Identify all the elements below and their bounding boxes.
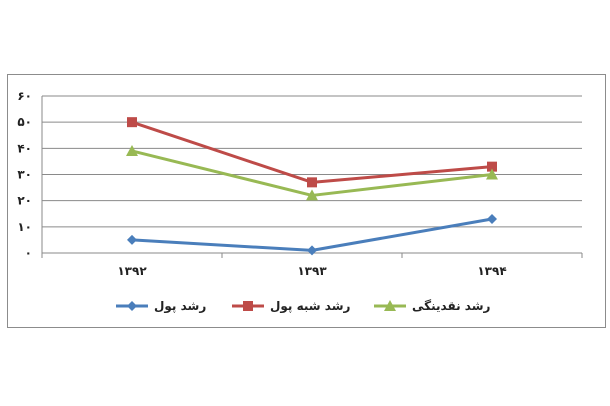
- x-tick-label: ۱۳۹۳: [297, 264, 327, 278]
- x-tick-label: ۱۳۹۴: [477, 264, 506, 278]
- data-point: [127, 117, 137, 128]
- legend-label: رشد شبه پول: [270, 299, 351, 314]
- y-tick-label: ۱۰: [17, 220, 32, 234]
- y-tick-label: ۲۰: [17, 194, 32, 208]
- x-tick-label: ۱۳۹۲: [117, 264, 147, 278]
- data-point: [307, 177, 317, 188]
- legend-marker: [127, 301, 137, 311]
- data-point: [306, 189, 318, 201]
- y-tick-label: ۰: [25, 246, 32, 260]
- series-line: [131, 120, 493, 184]
- series-line: [131, 149, 493, 197]
- data-point: [307, 245, 317, 256]
- data-point: [487, 213, 497, 224]
- data-point: [127, 234, 137, 245]
- y-tick-label: ۶۰: [17, 89, 32, 103]
- legend-marker: [384, 300, 396, 311]
- y-tick-label: ۳۰: [17, 168, 32, 182]
- data-point: [486, 168, 498, 180]
- y-tick-label: ۵۰: [17, 115, 32, 129]
- data-point: [126, 144, 138, 156]
- data-point: [487, 161, 497, 172]
- legend-label: رشد پول: [154, 299, 206, 314]
- legend-label: رشد نقدینگی: [412, 299, 491, 313]
- y-tick-label: ۴۰: [17, 141, 32, 155]
- legend-marker: [243, 301, 253, 311]
